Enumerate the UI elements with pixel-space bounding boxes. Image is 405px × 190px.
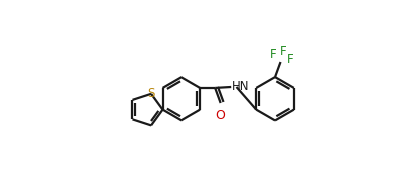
- Text: HN: HN: [231, 80, 249, 93]
- Text: F: F: [269, 48, 276, 61]
- Text: F: F: [279, 45, 286, 59]
- Text: F: F: [286, 53, 293, 66]
- Text: S: S: [147, 87, 154, 100]
- Text: O: O: [215, 109, 225, 122]
